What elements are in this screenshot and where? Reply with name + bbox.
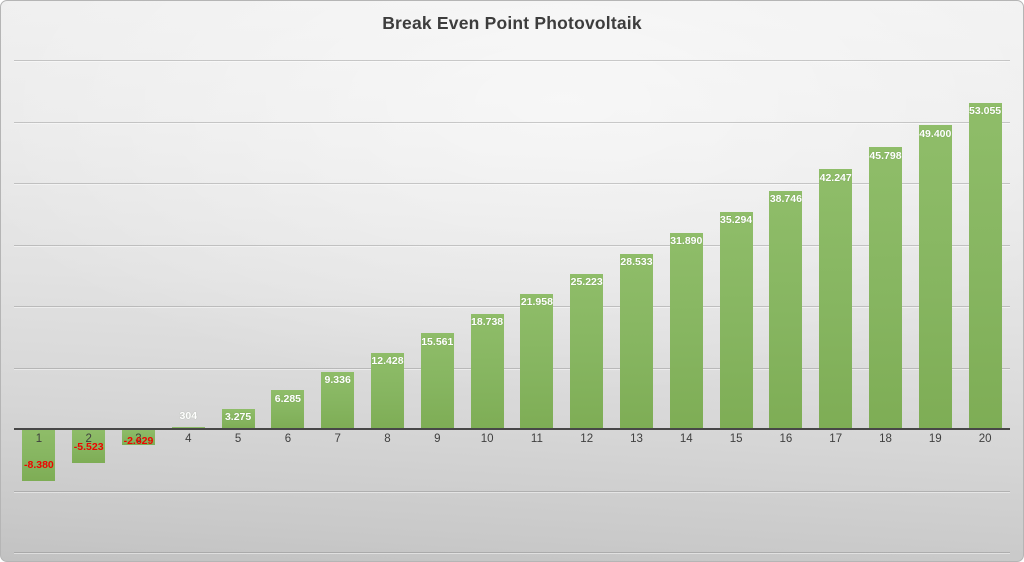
category-label: 19 xyxy=(928,433,942,445)
category-label: 11 xyxy=(530,433,543,445)
bar-value-label: 53.055 xyxy=(969,105,1002,118)
category-label: 15 xyxy=(729,433,743,445)
bar-value-label: 28.533 xyxy=(620,256,653,269)
gridline xyxy=(14,121,1010,123)
bar-value-label: -2.629 xyxy=(123,435,154,448)
bar-value-label: 21.958 xyxy=(520,296,553,309)
chart-title: Break Even Point Photovoltaik xyxy=(382,13,642,33)
gridline xyxy=(14,552,1010,553)
bar-year-5 xyxy=(221,408,255,429)
bar-value-label: 304 xyxy=(179,410,198,423)
bar-value-label: 31.890 xyxy=(670,235,703,248)
gridline xyxy=(14,490,1010,492)
category-label: 3 xyxy=(135,433,142,445)
bar-year-1 xyxy=(22,429,56,481)
bar-year-14 xyxy=(669,232,703,429)
x-axis-line xyxy=(14,428,1010,430)
category-label: 6 xyxy=(284,433,292,445)
category-label: 5 xyxy=(234,433,242,445)
bar-year-10 xyxy=(470,313,504,429)
bar-year-6 xyxy=(271,390,305,429)
gridline xyxy=(14,183,1010,184)
bar-value-label: 18.738 xyxy=(471,316,504,329)
bar-value-label: 25.223 xyxy=(570,276,603,289)
category-label: 9 xyxy=(434,433,441,445)
category-label: 4 xyxy=(185,433,192,445)
bar-year-9 xyxy=(420,333,454,429)
bar-value-label: 38.746 xyxy=(769,193,802,206)
category-label: 18 xyxy=(879,433,892,445)
gridline xyxy=(14,306,1010,307)
bar-year-15 xyxy=(719,211,753,429)
category-label: 10 xyxy=(480,433,494,445)
category-label: 20 xyxy=(978,433,992,445)
category-label: 2 xyxy=(85,433,92,445)
bar-year-8 xyxy=(371,352,404,429)
bar-year-17 xyxy=(819,169,853,429)
category-label: 14 xyxy=(679,433,693,445)
category-label: 16 xyxy=(779,433,793,445)
category-label: 12 xyxy=(580,433,594,445)
bar-year-16 xyxy=(769,190,803,429)
bar-year-18 xyxy=(869,147,902,429)
category-label: 7 xyxy=(334,433,341,445)
bar-year-12 xyxy=(570,273,604,429)
bar-value-label: 6.285 xyxy=(274,392,302,405)
bar-year-19 xyxy=(918,125,952,429)
bar-value-label: 15.561 xyxy=(421,335,454,348)
bar-year-3 xyxy=(122,429,155,446)
category-label: 1 xyxy=(35,433,43,445)
gridline xyxy=(14,367,1010,369)
bar-value-label: 35.294 xyxy=(720,214,753,227)
bar-year-20 xyxy=(968,102,1002,429)
bar-value-label: 3.275 xyxy=(224,411,252,424)
category-label: 8 xyxy=(384,433,391,445)
bar-value-label: 42.247 xyxy=(819,171,852,184)
bar-year-2 xyxy=(72,429,106,463)
bar-value-label: 45.798 xyxy=(869,149,902,162)
category-label: 13 xyxy=(630,433,643,445)
bar-value-label: -8.380 xyxy=(24,458,54,471)
bar-value-label: 9.336 xyxy=(324,374,351,387)
bar-value-label: 49.400 xyxy=(919,127,952,140)
category-label: 17 xyxy=(829,433,843,445)
bar-year-13 xyxy=(620,253,653,429)
bar-value-label: 12.428 xyxy=(371,355,404,368)
gridline xyxy=(14,244,1010,246)
gridline xyxy=(14,60,1010,61)
bar-value-label: -5.523 xyxy=(73,440,104,453)
bar-year-11 xyxy=(520,293,554,429)
bar-year-7 xyxy=(321,371,355,429)
